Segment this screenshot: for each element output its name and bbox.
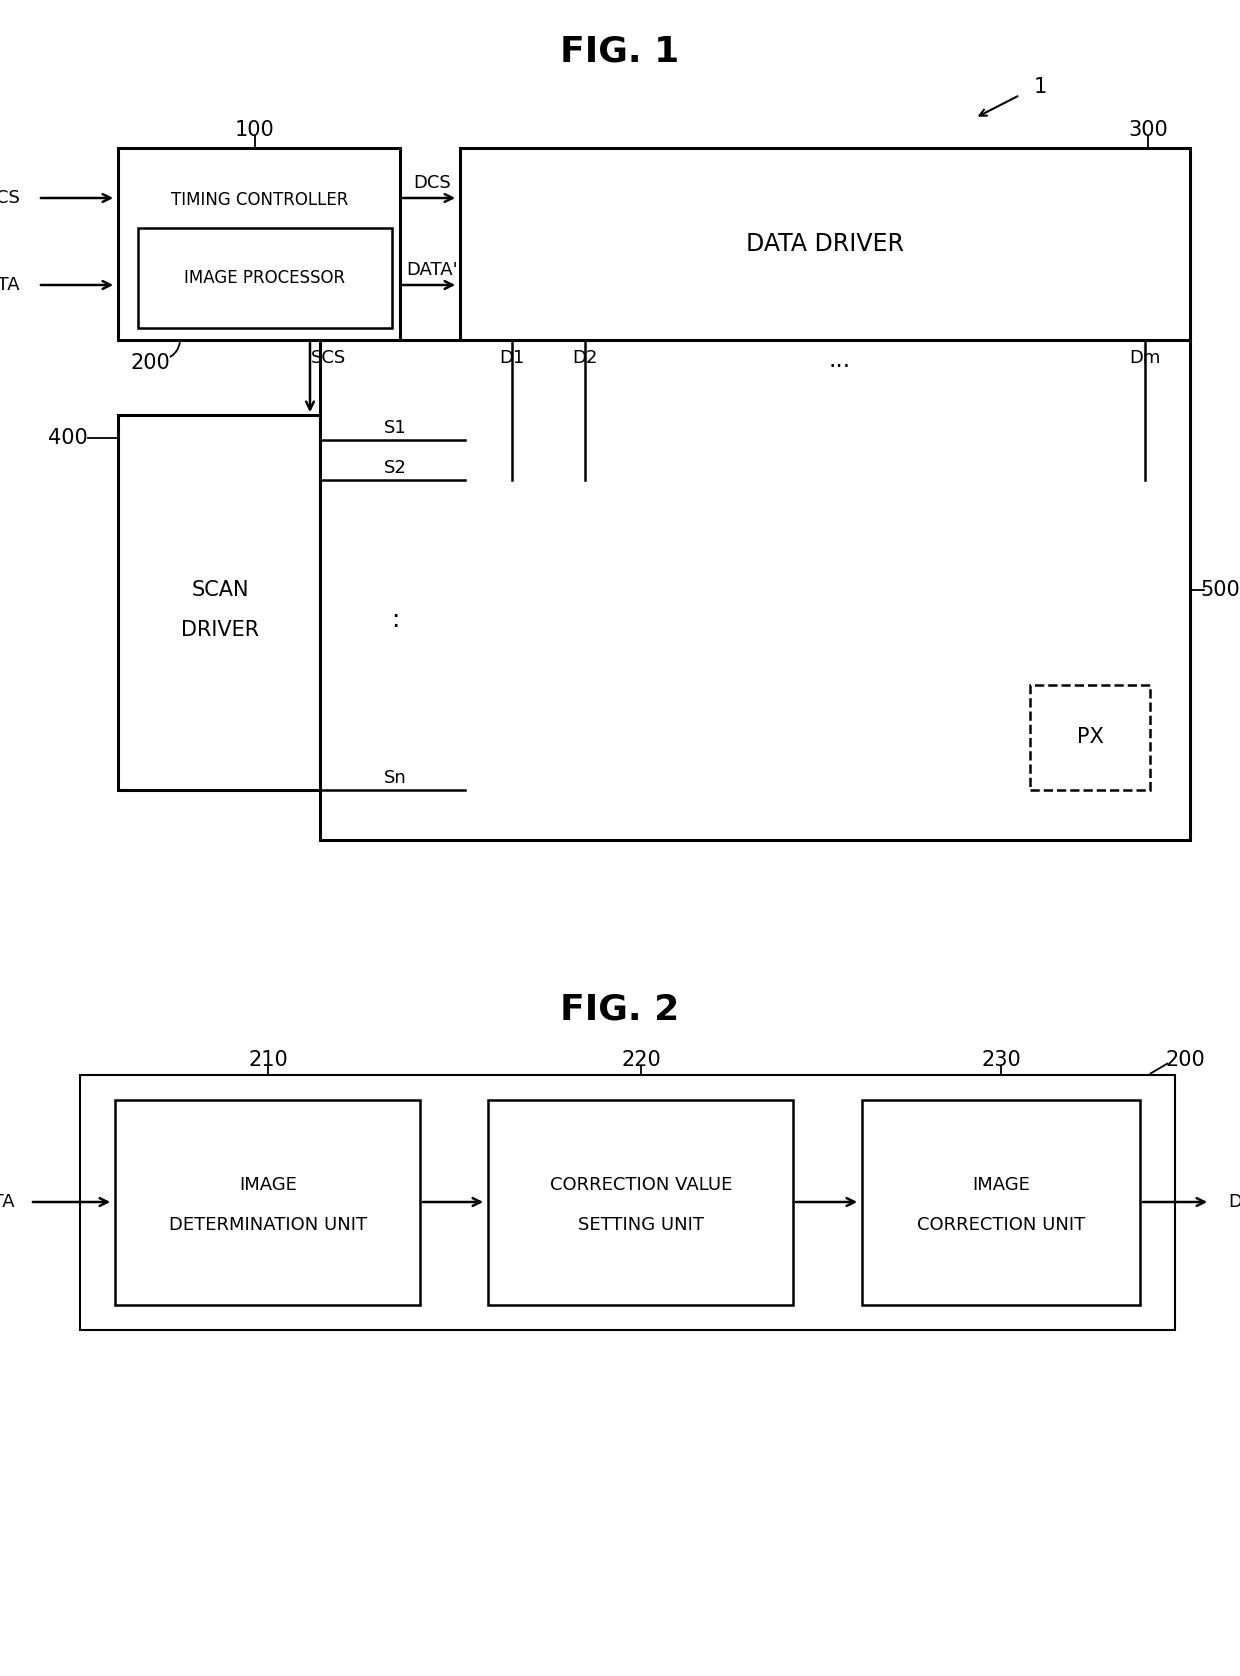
Text: SCAN: SCAN — [191, 580, 249, 600]
Text: 500: 500 — [1200, 580, 1240, 600]
Text: DATA': DATA' — [1228, 1193, 1240, 1212]
Bar — [1030, 685, 1149, 789]
Bar — [118, 416, 320, 789]
Text: SCS: SCS — [310, 349, 346, 367]
Text: CS: CS — [0, 189, 20, 208]
Text: 400: 400 — [48, 427, 88, 447]
Text: D2: D2 — [573, 349, 598, 367]
Bar — [115, 1099, 420, 1306]
Text: IMAGE: IMAGE — [239, 1177, 296, 1193]
Text: 210: 210 — [248, 1049, 288, 1069]
Text: DRIVER: DRIVER — [181, 620, 259, 640]
Bar — [81, 1074, 1176, 1331]
Text: DETERMINATION UNIT: DETERMINATION UNIT — [169, 1217, 367, 1234]
Text: CORRECTION VALUE: CORRECTION VALUE — [549, 1177, 732, 1193]
Text: 200: 200 — [1166, 1049, 1205, 1069]
Text: Dm: Dm — [1130, 349, 1161, 367]
Text: 220: 220 — [621, 1049, 661, 1069]
Text: 300: 300 — [1128, 121, 1168, 141]
Bar — [460, 147, 1190, 340]
Bar — [118, 147, 401, 340]
Text: D1: D1 — [500, 349, 525, 367]
Text: 100: 100 — [236, 121, 275, 141]
Text: DATA DRIVER: DATA DRIVER — [746, 231, 904, 256]
Text: TIMING CONTROLLER: TIMING CONTROLLER — [171, 191, 348, 210]
Text: DATA': DATA' — [407, 261, 458, 278]
Text: FIG. 2: FIG. 2 — [560, 992, 680, 1027]
Bar — [320, 340, 1190, 840]
Text: IMAGE PROCESSOR: IMAGE PROCESSOR — [185, 270, 346, 287]
Text: DCS: DCS — [413, 174, 451, 193]
Bar — [489, 1099, 794, 1306]
Text: PX: PX — [1076, 727, 1104, 747]
Text: 200: 200 — [130, 354, 170, 374]
Text: SETTING UNIT: SETTING UNIT — [578, 1217, 704, 1234]
Text: S2: S2 — [383, 459, 407, 478]
Text: CORRECTION UNIT: CORRECTION UNIT — [916, 1217, 1085, 1234]
Text: FIG. 1: FIG. 1 — [560, 35, 680, 69]
Text: DATA: DATA — [0, 277, 20, 293]
Text: ...: ... — [828, 349, 851, 372]
Text: 1: 1 — [1033, 77, 1047, 97]
Text: DATA: DATA — [0, 1193, 15, 1212]
Text: 230: 230 — [981, 1049, 1021, 1069]
Bar — [138, 228, 392, 328]
Text: IMAGE: IMAGE — [972, 1177, 1030, 1193]
Bar — [862, 1099, 1140, 1306]
Text: S1: S1 — [383, 419, 407, 437]
Text: Sn: Sn — [383, 769, 407, 788]
Text: :: : — [391, 608, 399, 632]
